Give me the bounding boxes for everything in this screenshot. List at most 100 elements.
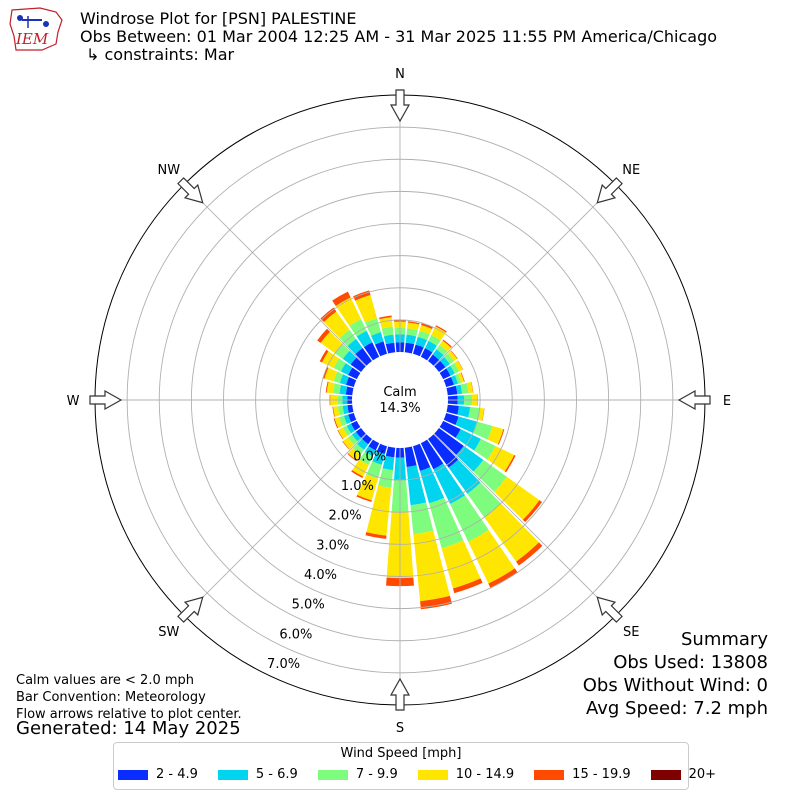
bar-segment-20-1 — [415, 336, 428, 348]
legend-swatch — [650, 769, 681, 780]
bar-segment-80-0 — [446, 385, 458, 396]
bar-segment-210-2 — [359, 451, 373, 465]
bar-segment-250-2 — [338, 415, 347, 427]
bar-segment-30-1 — [424, 340, 438, 353]
bar-segment-320-3 — [323, 311, 350, 339]
bar-segment-240-2 — [342, 425, 352, 436]
compass-arrow-ne — [596, 177, 623, 204]
bar-segment-230-1 — [351, 431, 362, 442]
bar-segment-320-0 — [355, 347, 372, 366]
legend-title: Wind Speed [mph] — [340, 746, 462, 761]
radial-tick-label-1: 1.0% — [341, 479, 374, 494]
bar-segment-280-2 — [333, 383, 342, 394]
bar-segment-50-2 — [444, 353, 455, 365]
flow-arrow-e-icon — [677, 389, 711, 411]
bar-segment-120-2 — [474, 438, 496, 460]
bar-segment-350-4 — [379, 315, 392, 320]
bar-segment-260-0 — [347, 404, 354, 414]
bar-segment-40-1 — [432, 349, 444, 360]
bar-segment-250-3 — [334, 417, 343, 428]
bar-segment-340-0 — [374, 341, 388, 357]
bar-segment-230-2 — [347, 434, 358, 445]
bar-segment-60-2 — [450, 362, 460, 374]
bar-segment-330-4 — [332, 291, 351, 306]
bar-segment-350-0 — [385, 342, 396, 354]
compass-label-se: SE — [623, 625, 639, 640]
bar-segment-80-1 — [455, 384, 463, 395]
bar-segment-70-0 — [443, 376, 454, 388]
bar-segment-260-3 — [333, 406, 340, 417]
bar-segment-290-0 — [346, 376, 357, 388]
bar-segment-250-1 — [343, 414, 351, 424]
compass-label-e: E — [723, 394, 731, 409]
bar-segment-350-3 — [379, 317, 393, 329]
obs-without-wind: Obs Without Wind: 0 — [582, 675, 768, 696]
bar-segment-20-4 — [421, 323, 433, 330]
bar-segment-230-4 — [342, 441, 350, 450]
bar-segment-340-2 — [365, 318, 381, 336]
obs-used: Obs Used: 13808 — [613, 652, 768, 673]
bar-segment-190-1 — [382, 455, 395, 471]
bar-segment-120-4 — [504, 454, 516, 473]
bar-segment-200-3 — [357, 474, 378, 501]
radial-tick-label-2: 2.0% — [329, 509, 362, 524]
bar-segment-150-1 — [433, 463, 466, 505]
bar-segment-70-2 — [454, 373, 462, 384]
bar-segment-240-3 — [337, 427, 348, 439]
bar-segment-200-0 — [376, 443, 388, 454]
bar-segment-240-1 — [346, 423, 356, 434]
flow-arrow-sw-icon — [177, 596, 204, 623]
bar-segment-170-0 — [404, 446, 417, 467]
bar-segment-220-1 — [357, 438, 369, 450]
bar-segment-100-1 — [457, 405, 471, 418]
calm-note: Calm values are < 2.0 mph — [16, 673, 195, 688]
bar-segment-210-1 — [364, 446, 376, 457]
legend-swatch — [217, 769, 248, 780]
bar-segment-230-0 — [355, 428, 366, 439]
bar-segment-310-1 — [342, 350, 357, 365]
summary: Summary Obs Used: 13808 Obs Without Wind… — [583, 628, 768, 720]
legend-item-1: 5 - 6.9 — [217, 767, 298, 782]
legend-swatch — [317, 769, 348, 780]
compass-arrow-e — [677, 389, 711, 411]
legend-swatch — [417, 769, 448, 780]
bar-segment-50-3 — [447, 350, 458, 362]
constraints: ↳ constraints: Mar — [86, 45, 235, 64]
bar-segment-50-0 — [434, 360, 446, 372]
bar-segment-170-1 — [406, 465, 427, 506]
flow-arrow-n-icon — [389, 89, 411, 123]
bar-segment-190-4 — [365, 532, 387, 539]
bar-segment-100-2 — [468, 407, 480, 420]
bar-segment-300-4 — [319, 349, 329, 363]
bar-segment-60-0 — [439, 368, 451, 380]
compass-label-ne: NE — [622, 163, 640, 178]
bar-segment-40-2 — [436, 344, 448, 356]
bar-segment-10-2 — [406, 328, 418, 337]
bar-segment-10-0 — [404, 342, 415, 354]
bar-segment-320-2 — [339, 329, 357, 347]
bar-segment-190-0 — [385, 446, 396, 458]
legend-label: 20+ — [688, 767, 717, 782]
compass-label-w: W — [67, 394, 80, 409]
bar-segment-170-2 — [410, 502, 434, 535]
bar-segment-220-0 — [361, 434, 372, 445]
summary-title: Summary — [681, 629, 768, 650]
bar-segment-230-3 — [342, 437, 355, 450]
bar-segment-190-2 — [378, 468, 393, 488]
bar-segment-130-1 — [456, 445, 484, 472]
compass-label-s: S — [396, 721, 404, 736]
bar-convention-note: Bar Convention: Meteorology — [16, 690, 206, 705]
legend-label: 2 - 4.9 — [156, 767, 198, 782]
bar-segment-130-0 — [434, 428, 464, 455]
bar-segment-300-2 — [333, 358, 346, 372]
bar-segment-120-3 — [487, 445, 515, 472]
radial-tick-label-4: 4.0% — [304, 568, 337, 583]
bar-segment-150-0 — [420, 439, 444, 470]
bar-segment-280-4 — [325, 381, 329, 393]
legend-swatch — [118, 769, 148, 780]
compass-arrow-sw — [177, 596, 204, 623]
legend-label: 7 - 9.9 — [355, 767, 398, 782]
bar-segment-120-1 — [455, 429, 481, 451]
bar-segment-170-3 — [413, 530, 450, 602]
bar-segment-310-4 — [317, 328, 331, 343]
